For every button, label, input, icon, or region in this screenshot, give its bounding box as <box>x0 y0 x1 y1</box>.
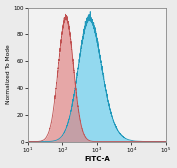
X-axis label: FITC-A: FITC-A <box>84 156 110 162</box>
Y-axis label: Normalized To Mode: Normalized To Mode <box>5 45 11 104</box>
